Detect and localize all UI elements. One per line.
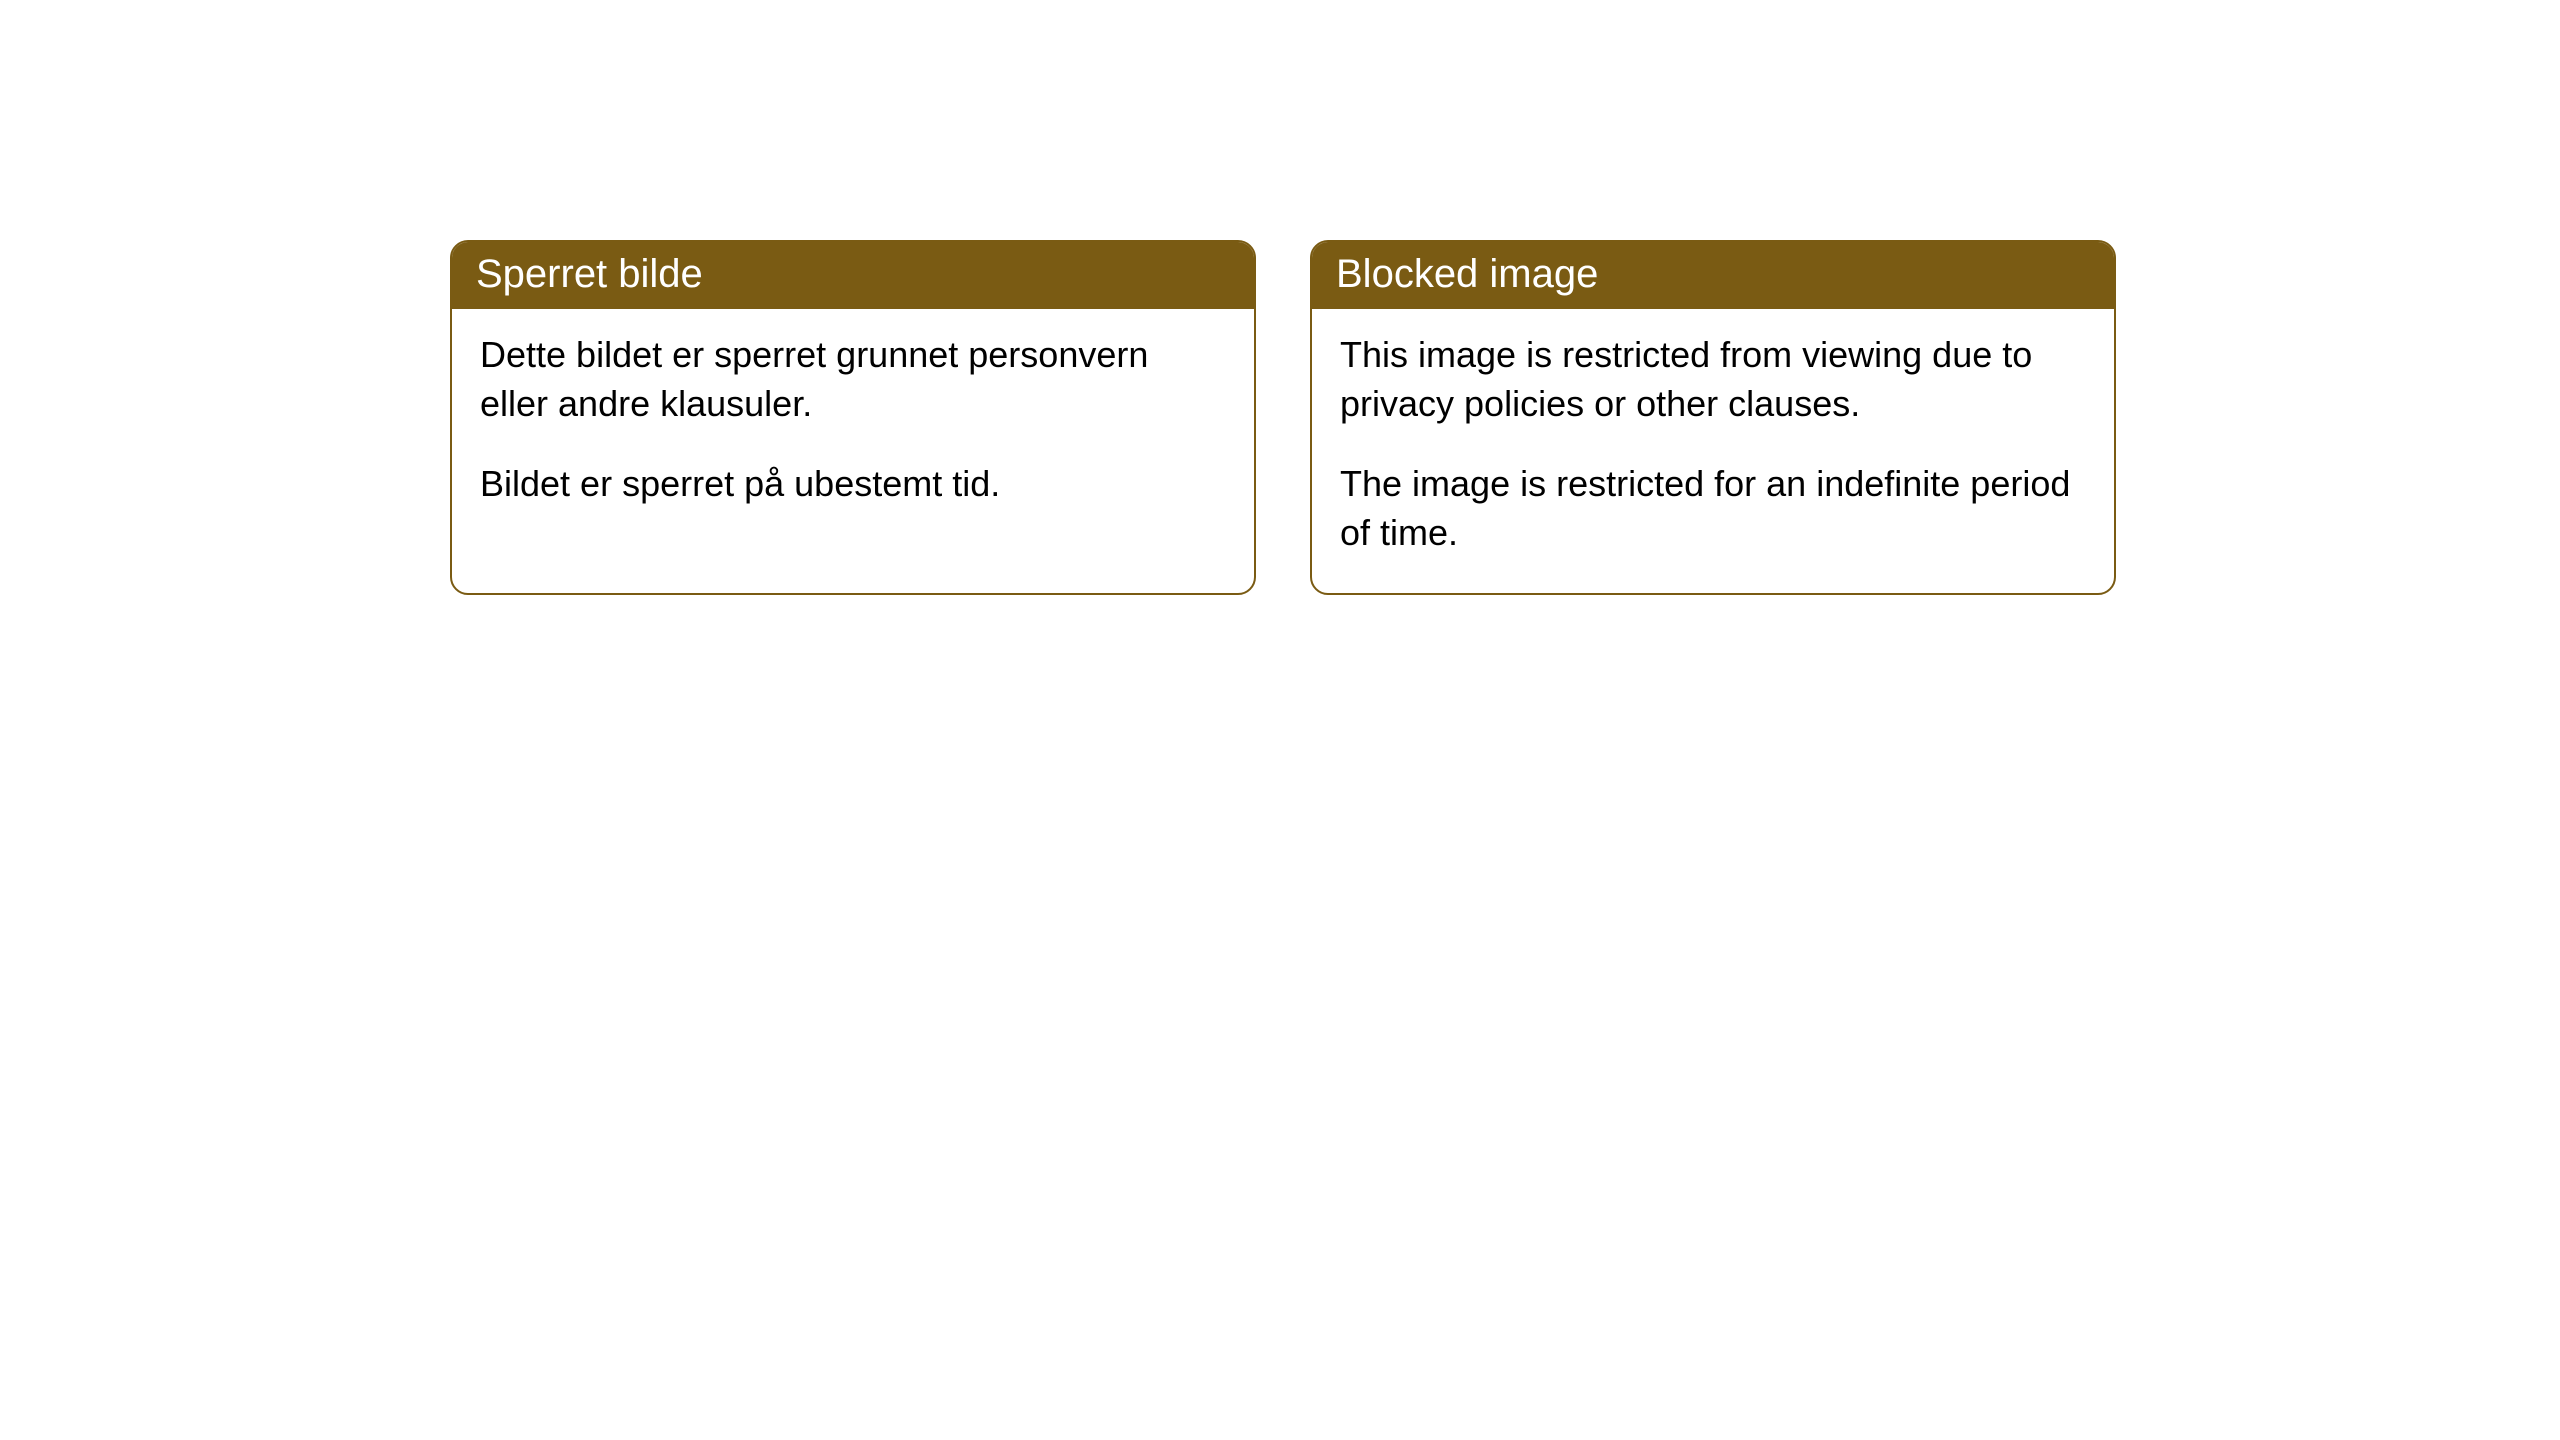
card-paragraph: Bildet er sperret på ubestemt tid. bbox=[480, 460, 1226, 509]
card-body: This image is restricted from viewing du… bbox=[1312, 309, 2114, 593]
blocked-image-card-no: Sperret bilde Dette bildet er sperret gr… bbox=[450, 240, 1256, 595]
card-paragraph: Dette bildet er sperret grunnet personve… bbox=[480, 331, 1226, 428]
card-paragraph: The image is restricted for an indefinit… bbox=[1340, 460, 2086, 557]
blocked-image-card-en: Blocked image This image is restricted f… bbox=[1310, 240, 2116, 595]
card-title: Blocked image bbox=[1312, 242, 2114, 309]
notice-cards-container: Sperret bilde Dette bildet er sperret gr… bbox=[0, 0, 2560, 595]
card-body: Dette bildet er sperret grunnet personve… bbox=[452, 309, 1254, 545]
card-paragraph: This image is restricted from viewing du… bbox=[1340, 331, 2086, 428]
card-title: Sperret bilde bbox=[452, 242, 1254, 309]
